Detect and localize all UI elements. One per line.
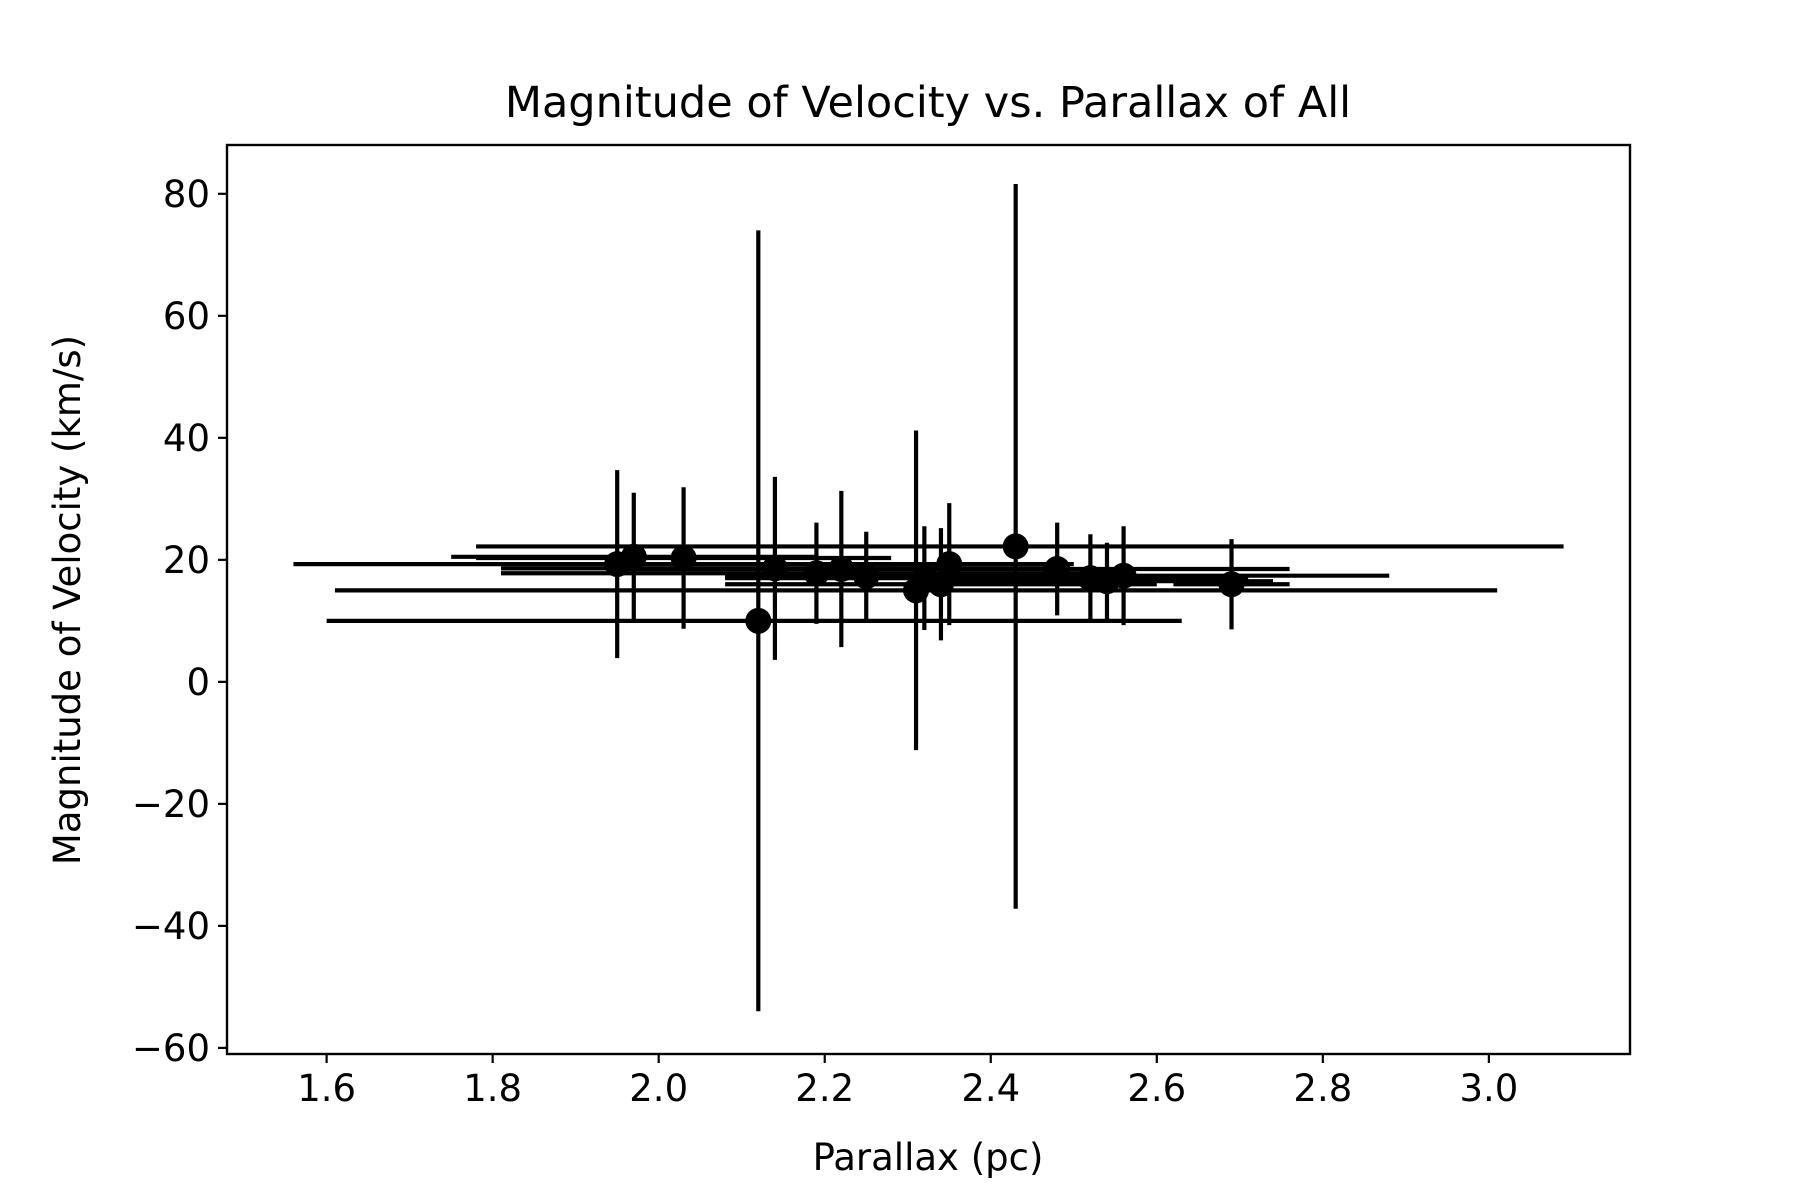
y-axis-label: Magnitude of Velocity (km/s): [46, 335, 89, 865]
y-tick-label: 80: [163, 173, 210, 216]
data-point: [927, 571, 954, 598]
data-point: [670, 545, 697, 572]
x-tick-label: 2.2: [795, 1067, 854, 1110]
y-tick-label: 20: [163, 539, 210, 582]
y-tick-label: −60: [132, 1027, 210, 1070]
x-axis-label: Parallax (pc): [813, 1136, 1044, 1179]
data-point: [745, 607, 772, 634]
data-point: [1044, 555, 1071, 582]
x-tick-label: 2.8: [1293, 1067, 1352, 1110]
data-point: [853, 563, 880, 590]
y-tick-label: 60: [163, 295, 210, 338]
y-tick-label: 0: [186, 661, 210, 704]
data-point: [761, 555, 788, 582]
y-tick-label: −20: [132, 783, 210, 826]
data-point: [936, 551, 963, 578]
x-tick-label: 2.4: [961, 1067, 1020, 1110]
x-tick-label: 3.0: [1459, 1067, 1518, 1110]
data-point: [803, 560, 830, 587]
x-axis: 1.6 1.8 2.0 2.2 2.4 2.6 2.8 3.0: [297, 1054, 1518, 1110]
data-marks: [293, 184, 1564, 1012]
y-tick-label: 40: [163, 417, 210, 460]
data-point: [1002, 533, 1029, 560]
x-tick-label: 2.0: [629, 1067, 688, 1110]
x-tick-label: 2.6: [1127, 1067, 1186, 1110]
y-axis: −60 −40 −20 0 20 40 60 80: [132, 173, 227, 1070]
data-point: [620, 543, 647, 570]
x-tick-label: 1.8: [463, 1067, 522, 1110]
data-point: [1110, 562, 1137, 589]
chart-title: Magnitude of Velocity vs. Parallax of Al…: [505, 78, 1351, 128]
y-tick-label: −40: [132, 905, 210, 948]
x-tick-label: 1.6: [297, 1067, 356, 1110]
data-point: [828, 555, 855, 582]
data-point: [1218, 571, 1245, 598]
plot-frame: [225, 143, 1632, 1056]
